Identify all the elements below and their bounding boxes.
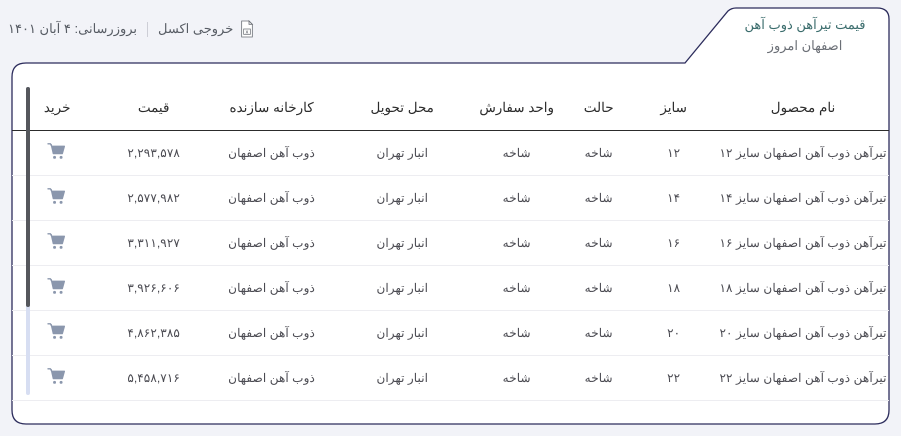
svg-text:X: X <box>246 29 249 34</box>
